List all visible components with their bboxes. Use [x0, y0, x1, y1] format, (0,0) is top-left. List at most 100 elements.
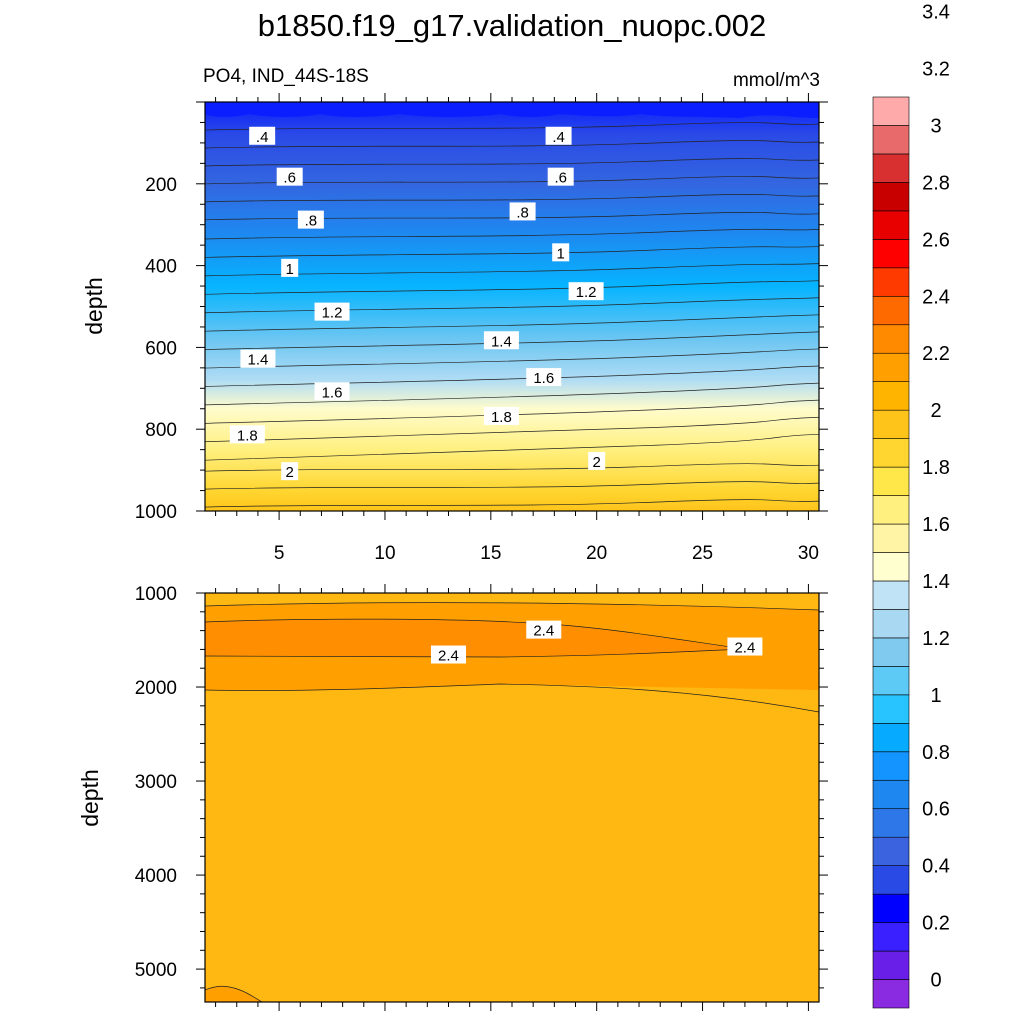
lower-axes: 1000 2000 3000 4000 5000	[135, 584, 828, 1011]
contour-line	[204, 499, 820, 508]
contour-label-bg	[545, 126, 572, 145]
colorbar-swatch	[872, 637, 910, 667]
contour-label-bg	[281, 258, 299, 277]
contour-line	[204, 211, 820, 221]
x-tick-label: 25	[692, 543, 713, 564]
colorbar-swatch	[872, 865, 910, 895]
colorbar-swatch	[872, 950, 910, 980]
contour-line	[204, 194, 820, 203]
colorbar-tick-label: 0.8	[922, 742, 950, 764]
colorbar-tick-label: 2.8	[922, 172, 950, 194]
contour-line	[204, 348, 820, 369]
contour-label: 2	[286, 464, 294, 481]
colorbar-swatch	[872, 182, 910, 212]
contour-label: 2.4	[533, 623, 554, 640]
colorbar-swatch	[872, 609, 910, 639]
contour-label: 1.6	[533, 370, 554, 387]
variable-label: PO4, IND_44S-18S	[203, 66, 369, 87]
lower-core-band	[205, 619, 745, 657]
colorbar-tick-label: 2.2	[922, 343, 950, 365]
contour-line	[204, 648, 746, 658]
y-tick-label: 400	[145, 257, 177, 278]
colorbar-swatch	[872, 580, 910, 610]
contour-label-bg	[430, 645, 466, 664]
colorbar-swatch	[872, 808, 910, 838]
contour-label-bg	[314, 382, 350, 401]
contour-label: .6	[283, 170, 296, 187]
contour-label-bg	[240, 349, 276, 368]
contour-label: 1.8	[237, 427, 258, 444]
chart-title: b1850.f19_g17.validation_nuopc.002	[258, 8, 767, 43]
contour-line	[204, 246, 820, 258]
contour-label: .4	[552, 129, 565, 146]
colorbar-swatch	[872, 267, 910, 297]
contour-line	[204, 382, 820, 406]
units-label: mmol/m^3	[733, 70, 820, 91]
contour-label-bg	[281, 462, 299, 481]
colorbar-tick-label: 3.4	[922, 2, 950, 24]
y-tick-label: 200	[145, 175, 177, 196]
contour-line	[204, 122, 820, 131]
lower-bottom-patch	[205, 986, 262, 1002]
x-tick-label: 30	[798, 543, 819, 564]
colorbar-tick-label: 3.2	[922, 59, 950, 81]
lower-contour-lines	[204, 602, 820, 1003]
colorbar-swatch	[872, 409, 910, 439]
contour-line	[204, 263, 820, 277]
colorbar-swatch	[872, 495, 910, 525]
y-tick-label: 800	[145, 420, 177, 441]
contour-label-bg	[483, 331, 519, 350]
contour-label: 2.4	[438, 648, 459, 665]
lower-panel: 2.4 2.4 2.4 1000 2000 3000 4000 5000 depth	[77, 584, 828, 1011]
colorbar-swatch	[872, 694, 910, 724]
y-tick-label: 5000	[135, 960, 177, 981]
contour-line	[204, 176, 820, 185]
colorbar-tick-label: 0.6	[922, 799, 950, 821]
contour-line	[204, 683, 820, 713]
contour-label-bg	[526, 620, 562, 639]
colorbar-swatch	[872, 779, 910, 810]
contour-label: 1.2	[322, 305, 343, 322]
contour-line	[204, 280, 820, 295]
contour-line	[204, 481, 820, 490]
x-tick-label: 20	[586, 543, 607, 564]
contour-label-bg	[588, 451, 606, 470]
upper-panel: .4 .4 .6 .6 .8 .8 1 1 1.2 1.2 1.4 1.4 1.6 1.6 1.8 1.8 2 2…	[81, 93, 828, 564]
colorbar-swatch	[872, 295, 910, 326]
upper-surface-band	[205, 102, 819, 118]
colorbar-swatch	[872, 125, 910, 155]
colorbar-swatch	[872, 438, 910, 468]
contour-label-bg	[483, 406, 519, 425]
contour-label: 2	[593, 454, 601, 471]
colorbar-tick-label: 2.6	[922, 229, 950, 251]
contour-label: .4	[256, 129, 269, 146]
colorbar-tick-label: 1.8	[922, 457, 950, 479]
colorbar-swatch	[872, 466, 910, 496]
contour-line	[204, 602, 820, 611]
contour-line	[204, 399, 820, 424]
contour-label-bg	[547, 167, 574, 186]
colorbar-swatch	[872, 96, 910, 126]
colorbar-tick-label: 3	[930, 115, 941, 137]
colorbar-swatch	[872, 666, 910, 696]
contour-label-bg	[526, 368, 562, 387]
contour-label: 1.6	[322, 384, 343, 401]
y-tick-label: 4000	[135, 866, 177, 887]
x-tick-label: 5	[274, 543, 285, 564]
contour-line	[204, 228, 820, 240]
contour-line	[204, 463, 820, 472]
colorbar-tick-label: 0	[930, 970, 941, 992]
contour-label-bg	[552, 243, 570, 262]
colorbar-tick-label: 1.2	[922, 628, 950, 650]
colorbar-swatch	[872, 893, 910, 923]
lower-contour-labels: 2.4 2.4 2.4	[430, 620, 763, 665]
contour-label-bg	[297, 210, 324, 229]
y-tick-label: 600	[145, 338, 177, 359]
contour-line	[204, 331, 820, 350]
contour-label-bg	[727, 637, 763, 656]
contour-label-bg	[229, 425, 265, 444]
contour-label-bg	[509, 202, 536, 221]
colorbar-tick-label: 1.6	[922, 514, 950, 536]
contour-label-bg	[276, 167, 303, 186]
